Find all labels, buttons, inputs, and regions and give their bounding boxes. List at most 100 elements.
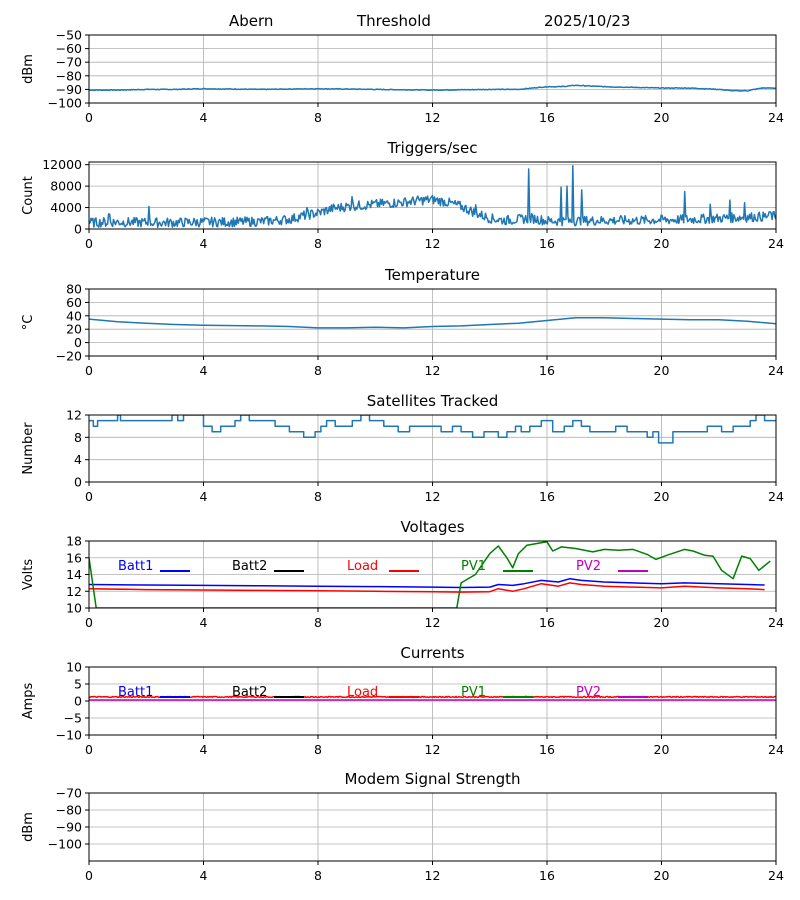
y-tick-label: −100 [48,96,82,111]
x-tick-label: 24 [768,363,784,378]
y-tick-label: 10 [66,601,82,616]
y-tick-label: 16 [66,550,82,565]
y-tick-label: −70 [56,55,82,70]
x-tick-label: 12 [425,110,441,125]
x-tick-label: 4 [200,110,208,125]
x-tick-label: 20 [654,615,670,630]
chart-signal: 0 4 8 12 16 20 24 −100−90−80−70−60−50 dBm [21,28,784,126]
plot-area [89,415,776,444]
x-tick-label: 24 [768,489,784,504]
y-tick-label: 12 [66,408,82,423]
y-tick-label: −5 [64,711,82,726]
y-tick-label: 20 [66,322,82,337]
legend-label-batt1: Batt1 [118,559,153,574]
x-tick-label: 16 [539,868,555,883]
y-tick-label: −100 [48,837,82,852]
y-tick-label: 12000 [42,157,82,172]
legend-label-pv1: PV1 [461,559,486,574]
y-axis-label: Volts [21,559,36,591]
header-date: 2025/10/23 [544,12,631,30]
x-tick-label: 24 [768,742,784,757]
chart-triggers: 0 4 8 12 16 20 24 0 4000 8000 12000 Triggers/sec Cou… [21,139,784,251]
x-tick-label: 8 [314,868,322,883]
x-tick-label: 20 [654,236,670,251]
x-tick-label: 4 [200,363,208,378]
x-tick-label: 16 [539,363,555,378]
y-tick-label: 4000 [50,200,82,215]
series-line-load [89,582,765,593]
x-tick-label: 0 [85,489,93,504]
y-tick-label: 4 [74,452,82,467]
x-tick-label: 4 [200,615,208,630]
y-tick-label: 10 [66,660,82,675]
x-tick-label: 20 [654,868,670,883]
x-tick-label: 4 [200,868,208,883]
chart-satellites: 0 4 8 12 16 20 24 0 4 8 12 Satellites Tracked Number [21,392,784,504]
y-axis-label: dBm [21,54,36,84]
y-tick-label: 14 [66,567,82,582]
legend-label-load: Load [347,685,378,700]
x-tick-label: 4 [200,742,208,757]
x-tick-label: 20 [654,110,670,125]
chart-title: Modem Signal Strength [345,770,521,788]
y-tick-label: −70 [56,786,82,801]
x-tick-label: 24 [768,110,784,125]
x-tick-label: 12 [425,615,441,630]
legend-label-pv2: PV2 [576,559,601,574]
x-tick-label: 0 [85,363,93,378]
header-site: Abern [229,12,274,30]
x-tick-label: 20 [654,489,670,504]
x-tick-label: 0 [85,236,93,251]
y-tick-label: −50 [56,28,82,43]
series-line-batt1 [89,577,765,589]
y-tick-label: 60 [66,295,82,310]
x-tick-label: 8 [314,489,322,504]
y-tick-label: 0 [74,335,82,350]
x-tick-label: 24 [768,615,784,630]
plot-area [89,317,776,329]
y-tick-label: −80 [56,68,82,83]
legend-label-load: Load [347,559,378,574]
legend-label-batt2: Batt2 [232,685,267,700]
header-mode: Threshold [357,12,431,30]
y-tick-label: 0 [74,694,82,709]
y-tick-label: −60 [56,41,82,56]
x-tick-label: 16 [539,615,555,630]
legend-label-batt2: Batt2 [232,559,267,574]
plot-area [89,165,776,229]
series-line-triggers [89,165,776,229]
plot-area [89,84,776,92]
legend-label-pv1: PV1 [461,685,486,700]
x-tick-label: 16 [539,489,555,504]
x-tick-label: 12 [425,742,441,757]
x-tick-label: 8 [314,742,322,757]
x-tick-label: 16 [539,742,555,757]
y-tick-label: 0 [74,475,82,490]
y-tick-label: −90 [56,820,82,835]
y-tick-label: 5 [74,677,82,692]
y-axis-label: Amps [21,682,36,719]
legend-label-pv2: PV2 [576,685,601,700]
x-tick-label: 0 [85,742,93,757]
y-tick-label: 0 [74,222,82,237]
chart-modem: 0 4 8 12 16 20 24 −100 −90 −80 −70 Modem Signal Str… [21,770,784,883]
chart-title: Voltages [400,518,464,536]
chart-title: Triggers/sec [387,139,478,157]
x-tick-label: 20 [654,363,670,378]
x-tick-label: 20 [654,742,670,757]
y-tick-label: −90 [56,82,82,97]
y-tick-label: 12 [66,584,82,599]
y-tick-label: 40 [66,308,82,323]
x-tick-label: 8 [314,615,322,630]
chart-title: Currents [400,644,464,662]
y-tick-label: −80 [56,803,82,818]
chart-title: Temperature [384,266,480,284]
x-tick-label: 16 [539,236,555,251]
x-tick-label: 4 [200,489,208,504]
x-tick-label: 8 [314,236,322,251]
plot-area [89,541,771,608]
y-tick-label: 8000 [50,179,82,194]
